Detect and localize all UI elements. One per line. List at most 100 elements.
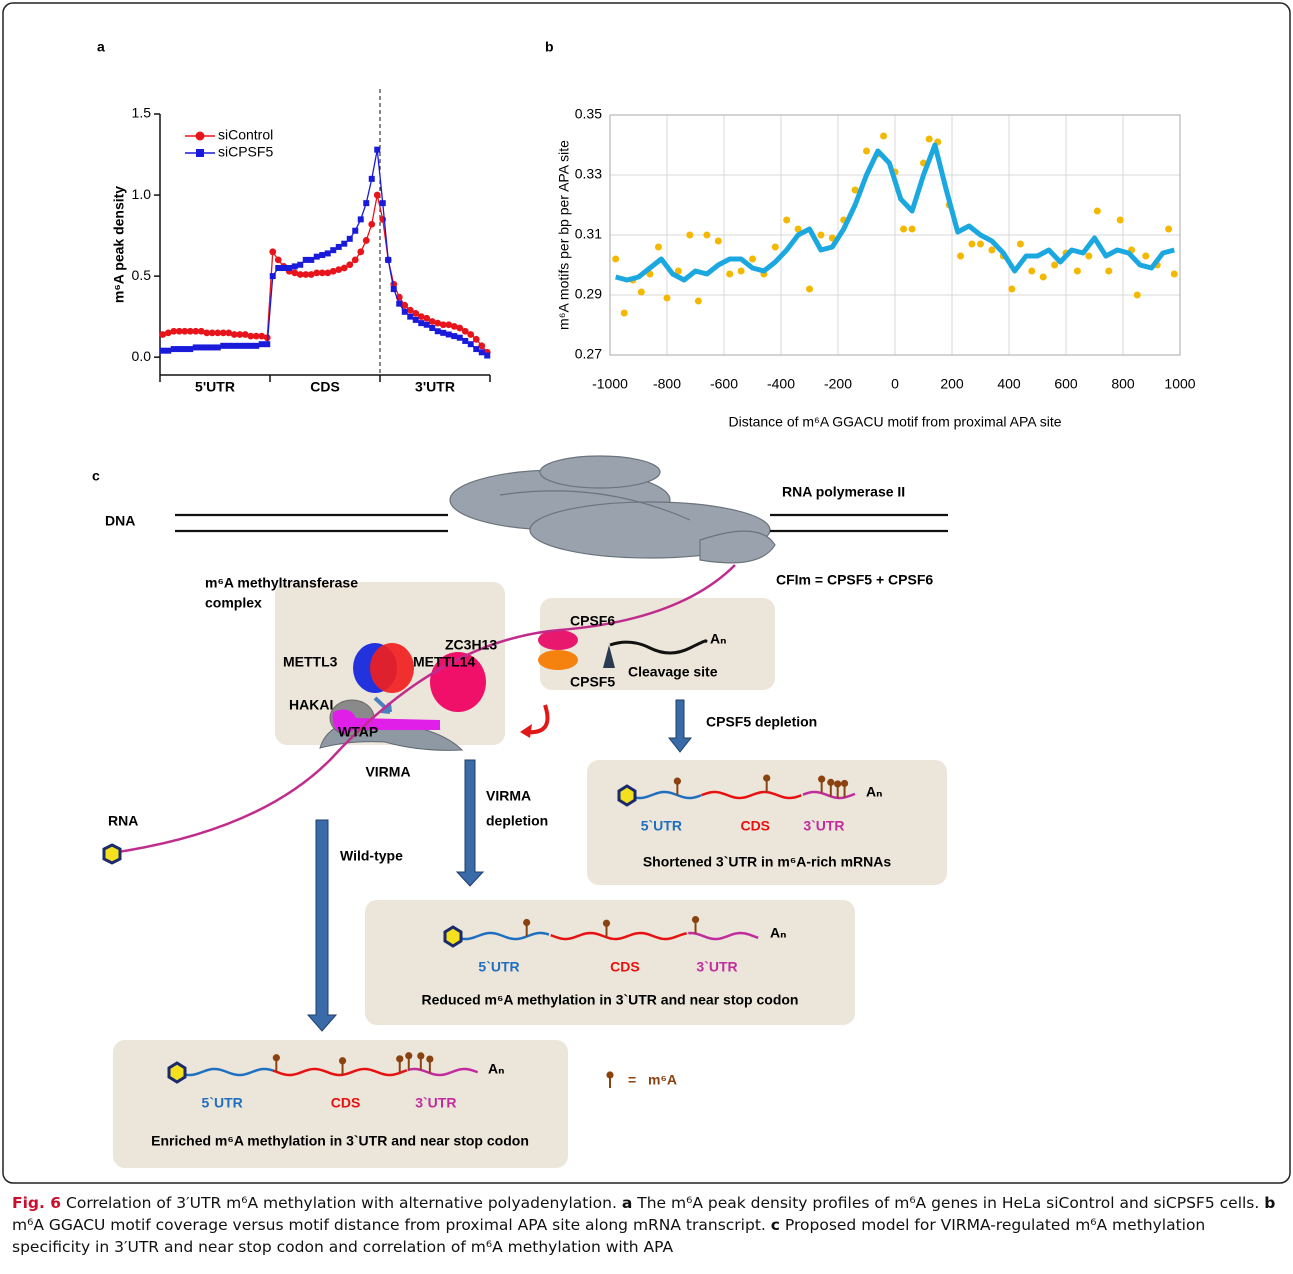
m6a-head	[273, 1054, 280, 1061]
label: Wild-type	[340, 848, 403, 864]
point	[314, 254, 320, 260]
point	[638, 289, 645, 296]
point	[215, 344, 221, 350]
label: CPSF6	[570, 613, 615, 629]
caption-fig: Fig. 6	[12, 1194, 61, 1212]
region-label: 3'UTR	[415, 379, 455, 395]
legend-marker	[196, 132, 205, 141]
point	[193, 344, 199, 350]
caption-title: Correlation of 3′UTR m⁶A methylation wit…	[66, 1194, 617, 1212]
point	[1017, 241, 1024, 248]
point	[297, 262, 303, 268]
m6a-head	[603, 920, 610, 927]
point	[621, 310, 628, 317]
region-label: 3`UTR	[415, 1095, 456, 1111]
point	[478, 342, 485, 349]
point	[909, 226, 916, 233]
point	[1008, 286, 1015, 293]
point	[413, 317, 419, 323]
point	[484, 353, 490, 359]
x-tick-label: -400	[767, 376, 795, 392]
point	[1142, 253, 1149, 260]
x-tick-label: 600	[1054, 376, 1078, 392]
point	[374, 147, 380, 153]
y-tick-label: 0.31	[575, 226, 602, 242]
point	[286, 265, 292, 271]
region-label: 5`UTR	[641, 818, 682, 834]
point	[1074, 268, 1081, 275]
label: METTL14	[413, 654, 475, 670]
point	[402, 309, 408, 315]
label: complex	[205, 595, 262, 611]
point	[269, 248, 276, 255]
point	[686, 232, 693, 239]
cap	[169, 1063, 185, 1082]
point	[259, 341, 265, 347]
y-tick-label: 0.5	[132, 267, 152, 283]
point	[1134, 292, 1141, 299]
m6a-head	[523, 919, 530, 926]
m6a-head	[763, 775, 770, 782]
point	[204, 344, 210, 350]
point	[749, 256, 756, 263]
point	[664, 295, 671, 302]
panel-label: c	[92, 468, 100, 484]
caption-text: m⁶A GGACU motif coverage versus motif di…	[12, 1216, 766, 1234]
point	[198, 344, 204, 350]
point	[352, 257, 359, 264]
point	[446, 331, 452, 337]
region-label: CDS	[610, 959, 640, 975]
point	[880, 133, 887, 140]
m6a-head	[818, 776, 825, 783]
point	[220, 343, 226, 349]
point	[817, 232, 824, 239]
point	[418, 320, 424, 326]
point	[783, 217, 790, 224]
point	[440, 330, 446, 336]
cap	[104, 845, 120, 863]
point	[863, 148, 870, 155]
point	[968, 241, 975, 248]
point	[1117, 217, 1124, 224]
x-tick-label: 200	[940, 376, 964, 392]
point	[160, 348, 166, 354]
point	[391, 286, 397, 292]
point	[457, 335, 463, 341]
label: CFIm = CPSF5 + CPSF6	[776, 572, 933, 588]
region-label: 5'UTR	[195, 379, 235, 395]
legend-marker	[196, 149, 204, 157]
point	[292, 263, 298, 269]
m6a-head	[606, 1071, 613, 1078]
point	[346, 261, 353, 268]
point	[341, 241, 347, 247]
point	[385, 257, 391, 263]
y-tick-label: 0.27	[575, 346, 602, 362]
feedback-arrow	[520, 724, 532, 738]
point	[176, 346, 182, 352]
label: CPSF5	[570, 674, 615, 690]
point	[248, 343, 254, 349]
point	[325, 250, 331, 256]
m6a-head	[841, 780, 848, 787]
point	[1094, 208, 1101, 215]
region-label: CDS	[331, 1095, 361, 1111]
label: ZC3H13	[445, 637, 497, 653]
point	[1165, 226, 1172, 233]
key-equals: =	[628, 1072, 636, 1088]
point	[253, 343, 259, 349]
point	[308, 257, 314, 263]
panel-label: b	[545, 39, 554, 55]
legend-label: siCPSF5	[218, 144, 273, 160]
point	[187, 346, 193, 352]
x-tick-label: 800	[1111, 376, 1135, 392]
y-axis-title: m⁶A motifs per bp per APA site	[556, 140, 572, 330]
point	[226, 343, 232, 349]
x-tick-label: -1000	[592, 376, 628, 392]
panel-label: a	[97, 39, 105, 55]
label: WTAP	[338, 724, 378, 740]
point	[1171, 271, 1178, 278]
y-tick-label: 0.29	[575, 286, 602, 302]
point	[363, 237, 370, 244]
point	[988, 247, 995, 254]
point	[655, 244, 662, 251]
